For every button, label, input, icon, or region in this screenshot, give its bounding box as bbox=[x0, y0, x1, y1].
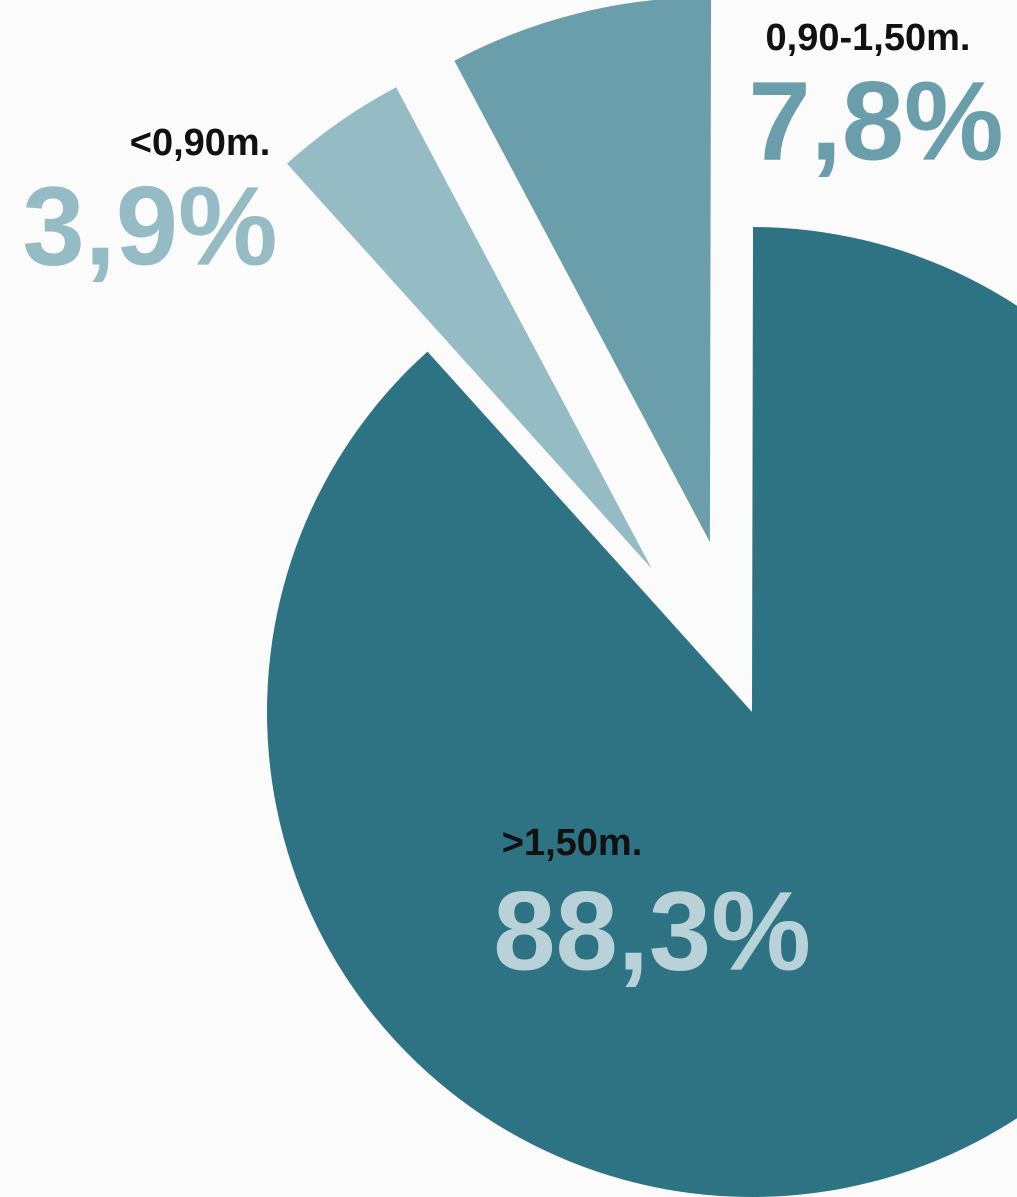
pie-slice bbox=[267, 227, 1017, 1197]
category-label: >1,50m. bbox=[502, 822, 643, 864]
labels: <0,90m.3,9% 0,90-1,50m.7,8% >1,50m. 88,3% bbox=[22, 17, 1003, 994]
slices bbox=[267, 0, 1017, 1197]
category-label: <0,90m. bbox=[130, 122, 271, 164]
pie-slice bbox=[286, 87, 652, 569]
value-label: 3,9% bbox=[22, 164, 277, 289]
value-label: 7,8% bbox=[748, 59, 1003, 184]
pie-slice bbox=[454, 0, 712, 543]
category-label: 0,90-1,50m. bbox=[766, 17, 971, 59]
value-label: 88,3% bbox=[493, 869, 811, 994]
